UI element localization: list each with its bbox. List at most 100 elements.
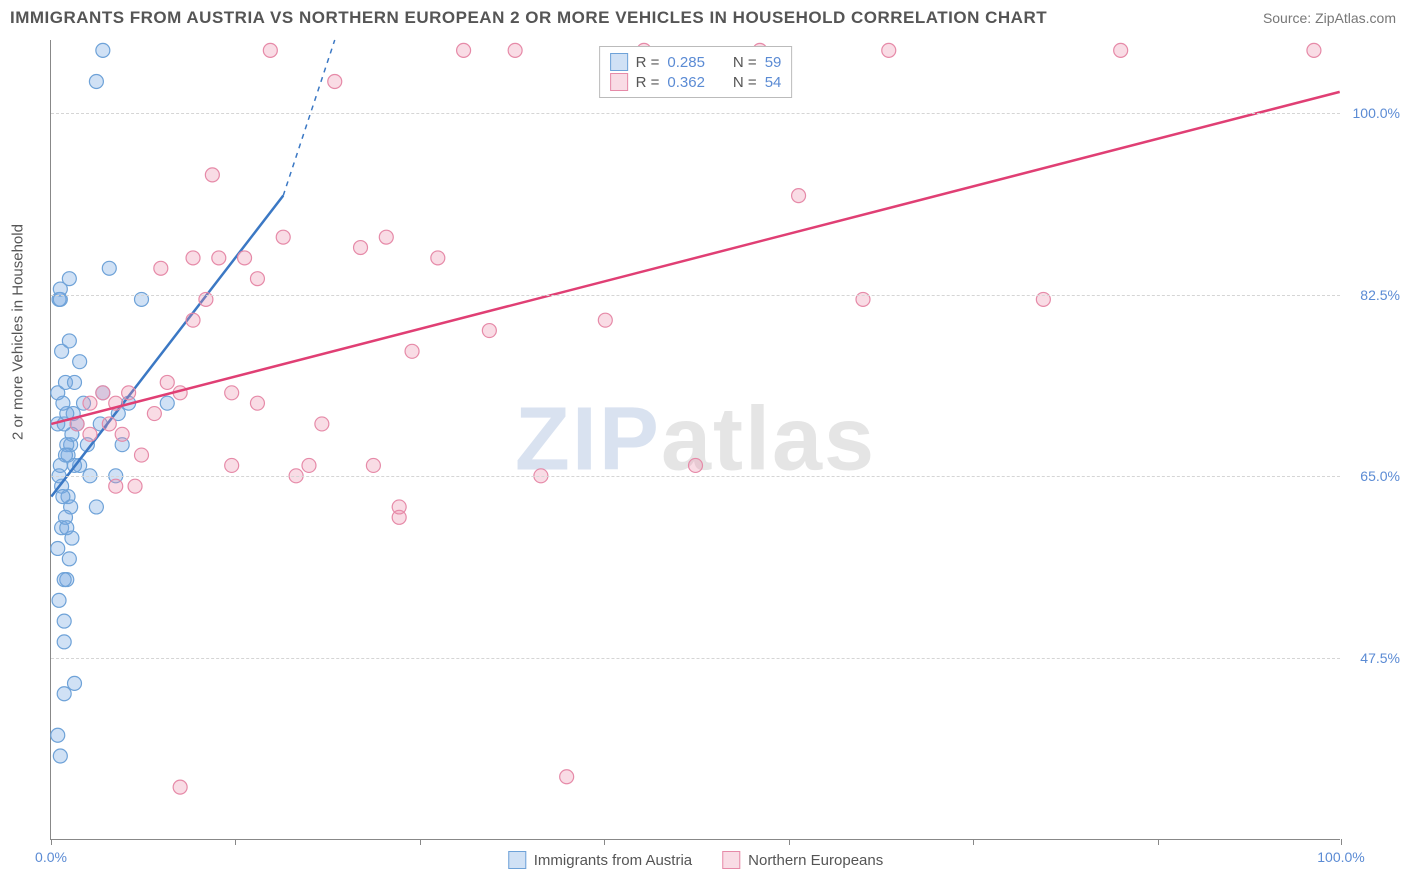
scatter-point <box>457 43 471 57</box>
x-tick <box>235 839 236 845</box>
y-tick-label: 47.5% <box>1345 650 1400 666</box>
legend-swatch <box>508 851 526 869</box>
x-tick <box>973 839 974 845</box>
legend-r-label: R = <box>636 74 660 91</box>
y-tick-label: 82.5% <box>1345 287 1400 303</box>
scatter-point <box>96 386 110 400</box>
scatter-point <box>1307 43 1321 57</box>
scatter-point <box>225 386 239 400</box>
series-legend: Immigrants from Austria Northern Europea… <box>508 851 883 869</box>
scatter-point <box>405 344 419 358</box>
y-tick-label: 100.0% <box>1345 105 1400 121</box>
scatter-point <box>160 375 174 389</box>
scatter-point <box>263 43 277 57</box>
scatter-point <box>68 676 82 690</box>
scatter-point <box>122 386 136 400</box>
scatter-point <box>160 396 174 410</box>
scatter-point <box>205 168 219 182</box>
series-label: Northern Europeans <box>748 852 883 869</box>
scatter-point <box>83 396 97 410</box>
legend-swatch <box>722 851 740 869</box>
scatter-point <box>57 635 71 649</box>
x-tick-label: 0.0% <box>35 849 67 865</box>
scatter-point <box>508 43 522 57</box>
scatter-point <box>1114 43 1128 57</box>
scatter-point <box>366 458 380 472</box>
legend-swatch <box>610 73 628 91</box>
x-tick-label: 100.0% <box>1317 849 1364 865</box>
legend-n-value: 59 <box>765 54 782 71</box>
scatter-point <box>51 541 65 555</box>
scatter-point <box>276 230 290 244</box>
scatter-point <box>57 573 71 587</box>
scatter-point <box>68 375 82 389</box>
scatter-point <box>225 458 239 472</box>
scatter-point <box>186 251 200 265</box>
scatter-point <box>115 427 129 441</box>
scatter-point <box>83 427 97 441</box>
correlation-legend: R = 0.285 N = 59 R = 0.362 N = 54 <box>599 46 793 98</box>
y-axis-label: 2 or more Vehicles in Household <box>10 224 27 440</box>
legend-r-value: 0.362 <box>667 74 705 91</box>
scatter-point <box>57 614 71 628</box>
gridline <box>51 113 1340 114</box>
scatter-point <box>102 417 116 431</box>
legend-n-label: N = <box>733 54 757 71</box>
scatter-point <box>53 749 67 763</box>
scatter-point <box>560 770 574 784</box>
legend-row: R = 0.362 N = 54 <box>610 73 782 91</box>
scatter-point <box>62 552 76 566</box>
scatter-point <box>73 355 87 369</box>
y-tick-label: 65.0% <box>1345 468 1400 484</box>
trend-line-extrapolated <box>283 40 335 196</box>
x-tick <box>1341 839 1342 845</box>
scatter-point <box>51 728 65 742</box>
scatter-point <box>482 324 496 338</box>
scatter-point <box>212 251 226 265</box>
plot-svg-layer <box>51 40 1340 839</box>
legend-n-value: 54 <box>765 74 782 91</box>
scatter-point <box>102 261 116 275</box>
source-attribution: Source: ZipAtlas.com <box>1263 10 1396 26</box>
scatter-point <box>238 251 252 265</box>
legend-r-label: R = <box>636 54 660 71</box>
scatter-point <box>60 521 74 535</box>
scatter-point <box>392 510 406 524</box>
scatter-point <box>62 334 76 348</box>
scatter-point <box>56 490 70 504</box>
legend-r-value: 0.285 <box>667 54 705 71</box>
scatter-point <box>250 396 264 410</box>
scatter-point <box>250 272 264 286</box>
scatter-point <box>128 479 142 493</box>
gridline <box>51 295 1340 296</box>
scatter-point <box>689 458 703 472</box>
x-tick <box>51 839 52 845</box>
trend-line <box>51 196 283 497</box>
series-label: Immigrants from Austria <box>534 852 692 869</box>
scatter-point <box>96 43 110 57</box>
scatter-point <box>354 241 368 255</box>
chart-title: IMMIGRANTS FROM AUSTRIA VS NORTHERN EURO… <box>10 8 1047 28</box>
scatter-point <box>186 313 200 327</box>
gridline <box>51 476 1340 477</box>
scatter-point <box>379 230 393 244</box>
legend-row: R = 0.285 N = 59 <box>610 53 782 71</box>
scatter-point <box>135 448 149 462</box>
scatter-point <box>315 417 329 431</box>
scatter-point <box>328 75 342 89</box>
scatter-point <box>598 313 612 327</box>
x-tick <box>789 839 790 845</box>
scatter-point <box>882 43 896 57</box>
scatter-point <box>431 251 445 265</box>
scatter-point <box>109 479 123 493</box>
scatter-point <box>57 687 71 701</box>
series-legend-item: Northern Europeans <box>722 851 883 869</box>
x-tick <box>1158 839 1159 845</box>
scatter-point <box>792 189 806 203</box>
scatter-point <box>302 458 316 472</box>
scatter-point <box>89 500 103 514</box>
x-tick <box>604 839 605 845</box>
scatter-plot: ZIPatlas R = 0.285 N = 59 R = 0.362 N = … <box>50 40 1340 840</box>
series-legend-item: Immigrants from Austria <box>508 851 692 869</box>
scatter-point <box>147 407 161 421</box>
